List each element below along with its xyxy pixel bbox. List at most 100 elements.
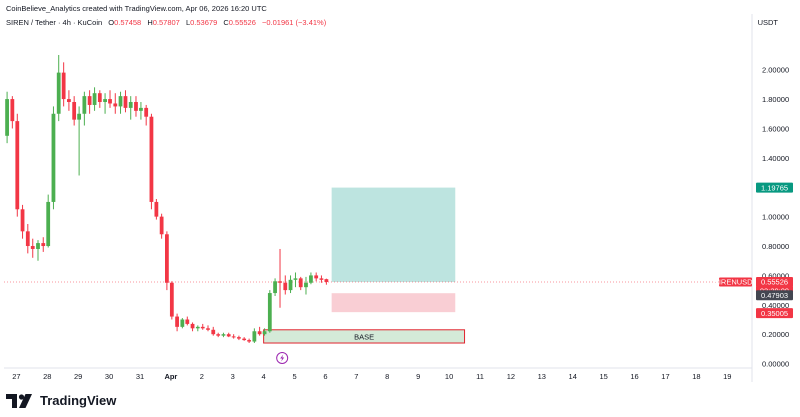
symbol-label: SIREN / Tether · 4h · KuCoin (6, 18, 103, 27)
candle-body (180, 319, 185, 327)
candle-body (195, 326, 200, 329)
candle-body (273, 281, 277, 294)
candle-body (226, 334, 231, 337)
y-tick-label: 1.60000 (762, 124, 789, 133)
x-tick-label: 4 (262, 372, 266, 381)
x-tick-label: 13 (538, 372, 546, 381)
ohlc-close-value: 0.55526 (228, 18, 256, 27)
candle-body (113, 103, 118, 107)
footer: TradingView (6, 393, 116, 408)
candle-body (200, 326, 205, 329)
candle-body (304, 282, 308, 288)
x-tick-label: 29 (74, 372, 82, 381)
candle-body (103, 99, 107, 103)
ohlc-close-key: C (223, 18, 229, 27)
tradingview-brand: TradingView (40, 393, 117, 408)
candle-body (87, 96, 92, 105)
candle-body (10, 99, 15, 122)
candle-body (118, 96, 123, 107)
candle-body (283, 282, 288, 291)
candle-body (41, 243, 46, 247)
candle-body (164, 234, 169, 283)
candle-body (51, 113, 56, 202)
candle-body (56, 72, 61, 114)
x-tick-label: 14 (569, 372, 577, 381)
x-tick-label: 9 (416, 372, 420, 381)
target-zone (331, 187, 456, 282)
x-tick-label: 8 (385, 372, 389, 381)
candle-body (77, 113, 82, 120)
candle-body (324, 279, 329, 282)
candle-body (221, 334, 226, 336)
candle-body (190, 323, 195, 329)
x-tick-label: 28 (43, 372, 51, 381)
candle-body (144, 107, 149, 117)
lightning-icon (280, 354, 285, 362)
y-tick-label: 0.20000 (762, 330, 789, 339)
price-axis-tag-text: 0.35005 (761, 309, 788, 318)
candle-body (30, 246, 35, 249)
candle-body (25, 231, 30, 247)
price-axis-tag-text: 0.47903 (761, 291, 788, 300)
candle-body (159, 216, 164, 235)
price-axis-tag (756, 276, 793, 287)
x-tick-label: 2 (200, 372, 204, 381)
x-tick-label: 6 (323, 372, 327, 381)
x-tick-label: 15 (599, 372, 607, 381)
currency-label: USDT (757, 18, 778, 27)
x-tick-label: 18 (692, 372, 700, 381)
price-axis-tag-text: 0.55526 (761, 278, 788, 287)
candle-body (46, 201, 51, 247)
candle-body (123, 96, 128, 108)
candle-body (216, 334, 221, 336)
y-tick-label: 2.00000 (762, 66, 789, 75)
candle-body (298, 278, 303, 288)
y-tick-label: 0.80000 (762, 242, 789, 251)
candle-body (206, 328, 210, 330)
candle-body (154, 201, 159, 217)
y-tick-label: 0.40000 (762, 301, 789, 310)
candle-body (247, 340, 252, 342)
symbol-ohlc-line: SIREN / Tether · 4h · KuCoin O0.57458 H0… (6, 18, 326, 27)
x-tick-label: 16 (630, 372, 638, 381)
stop-zone (331, 293, 456, 313)
candle-body (262, 331, 267, 335)
candle-body (278, 281, 282, 283)
candle-body (319, 278, 324, 280)
x-tick-label: 3 (231, 372, 235, 381)
x-tick-label: Apr (164, 372, 177, 381)
ohlc-open-value: 0.57458 (114, 18, 142, 27)
ohlc-high-key: H (147, 18, 153, 27)
candle-body (309, 275, 313, 283)
price-axis-tag (756, 182, 793, 193)
candle-body (20, 209, 25, 232)
x-tick-label: 7 (354, 372, 358, 381)
candle-body (242, 338, 247, 341)
symbol-price-tag-text: SIRENUSDT (714, 278, 758, 287)
x-tick-label: 12 (507, 372, 515, 381)
candle-body (231, 336, 236, 338)
y-tick-label: 1.80000 (762, 95, 789, 104)
y-tick-label: 1.40000 (762, 154, 789, 163)
candle-body (252, 331, 257, 342)
candle-body (185, 319, 190, 324)
price-axis-tag-text: 1.19765 (761, 183, 788, 192)
candle-body (61, 72, 66, 100)
candle-body (169, 282, 174, 317)
ohlc-low-key: L (185, 18, 191, 27)
candle-body (314, 275, 319, 279)
price-axis-tag (756, 308, 793, 319)
candle-body (237, 337, 241, 339)
x-tick-label: 5 (292, 372, 296, 381)
x-tick-label: 11 (476, 372, 484, 381)
candle-body (36, 243, 40, 249)
y-tick-label: 0.60000 (762, 271, 789, 280)
x-tick-label: 17 (661, 372, 669, 381)
price-axis-tag (756, 290, 793, 301)
x-tick-label: 10 (445, 372, 453, 381)
tradingview-logo-icon (6, 393, 32, 408)
x-tick-label: 31 (136, 372, 144, 381)
candle-body (92, 93, 97, 105)
candle-body (72, 102, 77, 120)
